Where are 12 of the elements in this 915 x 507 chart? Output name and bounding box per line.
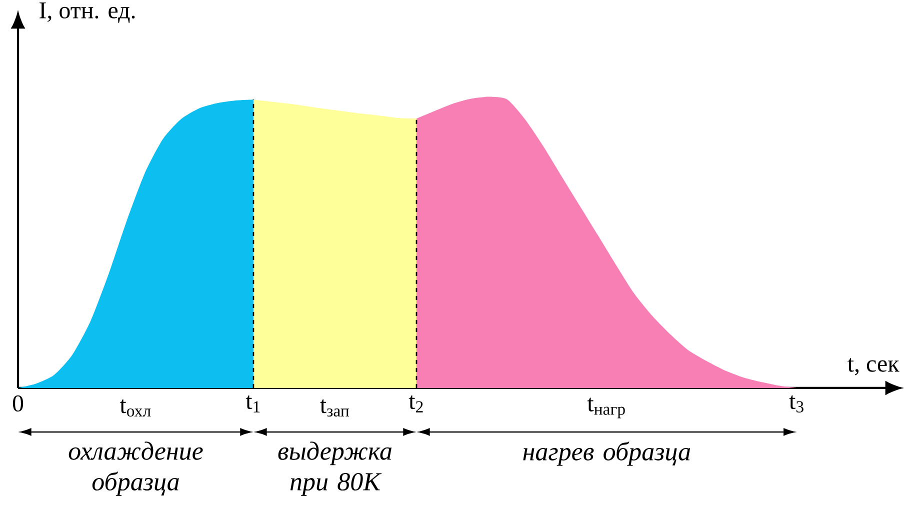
x-tick-label: 0 xyxy=(12,395,24,412)
text: выдержка при 80К xyxy=(278,442,392,496)
text: t$_{зап}$ xyxy=(320,399,350,417)
text: охлаждение образца xyxy=(68,442,203,496)
y-axis-title: I, отн. ед. xyxy=(40,2,135,23)
text: t$_{нагр}$ xyxy=(587,398,625,418)
x-tick-label: t$_{1}$ xyxy=(246,395,260,412)
x-tick-label: t$_{3}$ xyxy=(789,395,804,412)
x-axis-title: t, сек xyxy=(848,358,900,376)
text: нагрев образца xyxy=(523,442,690,466)
text: t$_{охл}$ xyxy=(120,399,151,417)
x-tick-label: t$_{2}$ xyxy=(408,395,423,412)
